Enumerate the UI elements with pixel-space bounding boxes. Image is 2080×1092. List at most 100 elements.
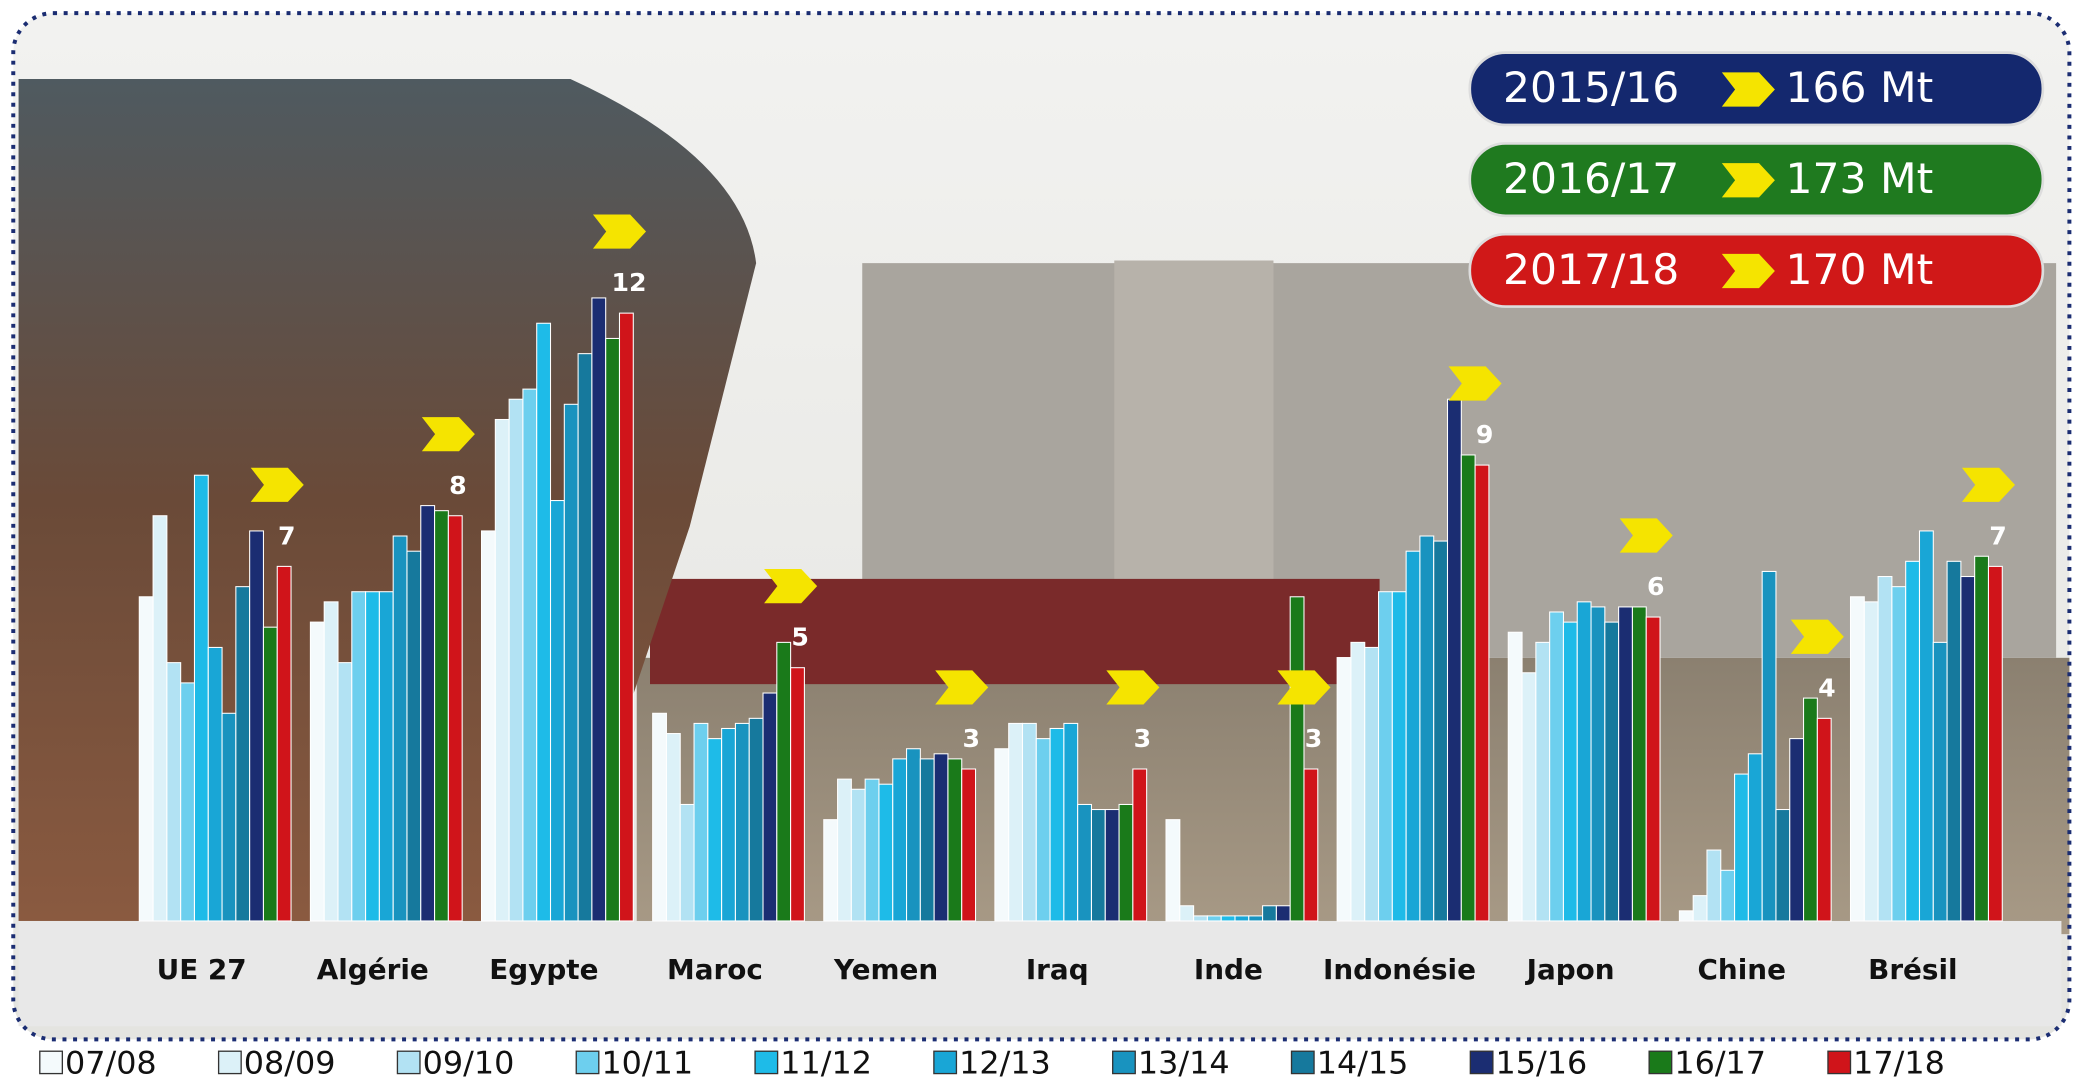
bar — [494, 418, 510, 922]
legend-label: 14/15 — [1317, 1045, 1409, 1081]
legend-label: 10/11 — [601, 1045, 693, 1081]
bar — [138, 596, 154, 922]
data-label: 3 — [1134, 724, 1152, 753]
bar — [1206, 915, 1222, 922]
bar — [618, 312, 634, 922]
x-tick-label: Indonésie — [1323, 953, 1476, 986]
bar — [693, 722, 709, 922]
bar — [1303, 768, 1319, 922]
bar — [679, 803, 695, 922]
bar — [652, 712, 667, 922]
bar — [790, 667, 805, 922]
legend-label: 12/13 — [959, 1045, 1051, 1081]
bar — [1590, 606, 1606, 922]
arrow-icon — [1721, 72, 1775, 107]
legend-swatch — [39, 1050, 64, 1075]
bar — [1446, 398, 1462, 922]
bar — [1816, 717, 1832, 922]
bar — [351, 591, 367, 922]
x-tick-label: Maroc — [667, 953, 763, 986]
legend-label: 15/16 — [1496, 1045, 1588, 1081]
bar — [276, 565, 292, 922]
arrow-icon — [935, 670, 989, 705]
bar — [549, 500, 565, 922]
badge-value: 170 Mt — [1786, 245, 1934, 294]
arrow-icon — [1721, 253, 1775, 289]
legend-swatch — [1648, 1050, 1673, 1075]
legend-swatch — [933, 1050, 958, 1075]
data-label: 3 — [963, 724, 981, 753]
bar — [1803, 697, 1818, 922]
arrow-icon — [1448, 366, 1502, 401]
bar — [665, 733, 681, 922]
bar — [892, 758, 908, 922]
bar — [1262, 905, 1277, 922]
bar — [1706, 849, 1722, 922]
bar — [1549, 611, 1564, 922]
bar — [166, 662, 182, 922]
x-tick-label: Algérie — [317, 953, 429, 986]
bar — [1220, 915, 1236, 922]
legend-label: 16/17 — [1674, 1045, 1766, 1081]
bar — [1391, 591, 1407, 922]
legend-swatch — [575, 1050, 600, 1075]
bar — [919, 758, 935, 922]
bar — [221, 712, 237, 922]
x-tick-label: Yemen — [833, 953, 938, 986]
legend-swatch — [396, 1050, 421, 1075]
x-tick-label: Iraq — [1026, 953, 1089, 986]
bar — [823, 819, 839, 922]
bar — [850, 788, 866, 922]
arrow-icon — [250, 467, 304, 502]
x-tick-label: Egypte — [489, 953, 598, 986]
data-label: 8 — [449, 471, 467, 500]
bar — [1234, 915, 1250, 922]
legend-swatch — [217, 1050, 242, 1075]
badge-value: 166 Mt — [1786, 63, 1934, 112]
bar — [1535, 641, 1551, 922]
legend-label: 17/18 — [1853, 1045, 1945, 1081]
bar — [1849, 596, 1865, 922]
bar — [508, 398, 524, 922]
bar — [1720, 869, 1736, 922]
bar — [420, 505, 436, 922]
bar — [1863, 601, 1879, 922]
badge-value: 173 Mt — [1786, 154, 1934, 203]
x-tick-label: Chine — [1697, 953, 1786, 986]
bar — [309, 621, 325, 922]
bar — [878, 783, 894, 922]
bar — [1193, 915, 1208, 922]
bar — [1761, 570, 1777, 922]
bar — [563, 403, 579, 922]
bar — [933, 753, 949, 922]
bar — [1775, 809, 1791, 922]
bar — [1021, 722, 1037, 922]
bar — [1336, 657, 1352, 922]
legend-label: 09/10 — [423, 1045, 515, 1081]
bar — [1631, 606, 1647, 922]
data-label: 5 — [791, 623, 809, 652]
arrow-icon — [1721, 163, 1775, 198]
bar — [721, 727, 736, 922]
bar — [378, 591, 394, 922]
bar — [1678, 910, 1694, 922]
bar — [1918, 530, 1934, 922]
x-tick-label: UE 27 — [157, 953, 247, 986]
legend-label: 11/12 — [780, 1045, 872, 1081]
bar — [1576, 601, 1592, 922]
arrow-icon — [1961, 467, 2015, 502]
bar — [734, 722, 750, 922]
legend-swatch — [1469, 1050, 1494, 1075]
bar — [1562, 621, 1578, 922]
bar — [1248, 915, 1264, 922]
bar — [1008, 722, 1024, 922]
data-label: 6 — [1647, 572, 1665, 601]
badge-label: 2016/17 — [1503, 154, 1679, 203]
bar — [392, 535, 408, 922]
bar — [1350, 641, 1366, 922]
bar — [1377, 591, 1393, 922]
bar — [249, 530, 264, 922]
data-label: 7 — [1989, 522, 2007, 551]
legend-label: 07/08 — [65, 1045, 157, 1081]
bar — [994, 748, 1010, 922]
